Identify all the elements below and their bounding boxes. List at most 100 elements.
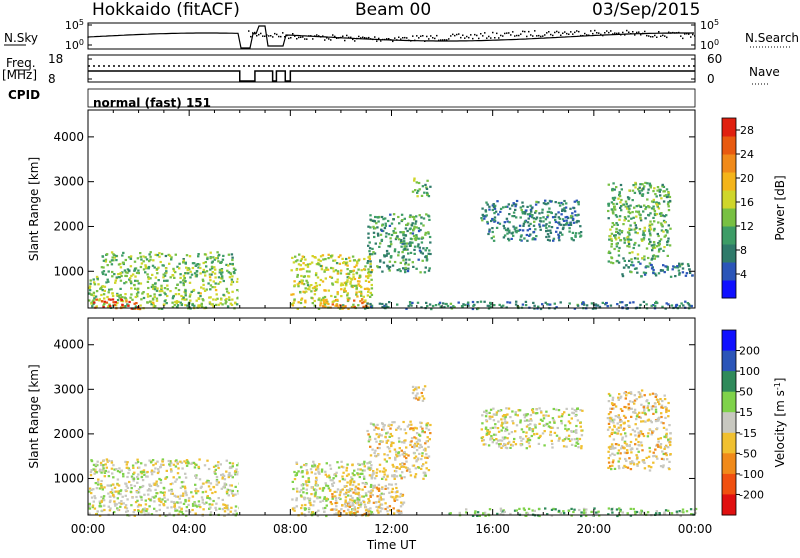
data-cell xyxy=(420,306,423,309)
data-cell xyxy=(116,292,119,295)
data-cell xyxy=(401,503,404,506)
data-cell xyxy=(129,296,132,299)
data-cell xyxy=(154,253,157,256)
data-cell xyxy=(181,494,185,497)
noise-search-point xyxy=(270,35,272,37)
data-cell xyxy=(497,213,500,216)
noise-search-point xyxy=(258,33,260,36)
data-cell xyxy=(406,248,409,251)
data-cell xyxy=(388,301,391,304)
data-cell xyxy=(525,431,528,434)
data-cell xyxy=(657,242,660,245)
data-cell xyxy=(570,430,574,433)
data-cell xyxy=(571,407,574,410)
data-cell xyxy=(557,233,560,236)
data-cell xyxy=(340,295,343,298)
data-cell xyxy=(351,306,354,309)
data-cell xyxy=(332,270,335,273)
data-cell xyxy=(367,288,371,291)
data-cell xyxy=(529,222,532,225)
data-cell xyxy=(630,258,633,261)
data-cell xyxy=(413,225,416,228)
data-cell xyxy=(665,302,668,305)
data-cell xyxy=(336,281,339,284)
data-cell xyxy=(425,453,428,456)
data-cell xyxy=(104,463,107,466)
data-cell xyxy=(557,235,561,238)
data-cell xyxy=(622,257,625,260)
data-cell xyxy=(176,265,179,268)
noise-search-point xyxy=(472,37,474,40)
data-cell xyxy=(613,403,616,406)
data-cell xyxy=(524,514,527,517)
data-cell xyxy=(503,510,506,513)
data-cell xyxy=(172,267,175,270)
data-cell xyxy=(577,213,580,216)
data-cell xyxy=(664,509,668,512)
data-cell xyxy=(506,413,509,416)
data-cell xyxy=(651,255,655,258)
data-cell xyxy=(310,296,313,299)
data-cell xyxy=(508,440,511,443)
region-evening-arc xyxy=(607,181,672,265)
data-cell xyxy=(670,512,674,515)
data-cell xyxy=(531,428,535,431)
data-cell xyxy=(139,265,143,269)
data-cell xyxy=(302,267,305,270)
data-cell xyxy=(359,275,362,278)
data-cell xyxy=(390,243,393,246)
data-cell xyxy=(361,302,364,305)
data-cell xyxy=(165,271,168,274)
data-cell xyxy=(393,474,396,477)
data-cell xyxy=(193,463,197,466)
data-cell xyxy=(102,495,106,498)
data-cell xyxy=(504,420,507,423)
data-cell xyxy=(552,239,555,242)
data-cell xyxy=(226,269,229,272)
data-cell xyxy=(94,295,98,298)
data-cell xyxy=(564,206,568,209)
data-cell xyxy=(615,242,618,245)
data-cell xyxy=(607,450,610,453)
data-cell xyxy=(383,227,387,230)
data-cell xyxy=(575,221,578,224)
data-cell xyxy=(667,205,670,208)
data-cell xyxy=(147,276,150,279)
data-cell xyxy=(419,271,422,274)
data-cell xyxy=(381,302,384,306)
data-cell xyxy=(667,303,670,306)
data-cell xyxy=(413,446,416,449)
data-cell xyxy=(609,407,612,410)
data-cell xyxy=(135,292,139,295)
data-cell xyxy=(610,508,614,511)
noise-search-point xyxy=(354,40,356,42)
data-cell xyxy=(209,511,213,514)
data-cell xyxy=(564,424,567,427)
data-cell xyxy=(409,232,412,235)
data-cell xyxy=(438,301,442,304)
data-cell xyxy=(347,298,350,302)
data-cell xyxy=(665,410,668,414)
noise-search-point xyxy=(260,32,262,35)
noise-search-point xyxy=(562,32,564,34)
data-cell xyxy=(113,256,116,259)
data-cell xyxy=(218,271,221,274)
data-cell xyxy=(498,445,501,448)
data-cell xyxy=(150,470,153,473)
data-cell xyxy=(659,247,662,250)
data-cell xyxy=(324,305,327,309)
noise-search-point xyxy=(556,30,558,33)
data-cell xyxy=(156,471,160,475)
data-cell xyxy=(106,484,109,487)
data-cell xyxy=(492,235,495,238)
data-cell xyxy=(543,430,546,433)
data-cell xyxy=(565,429,569,432)
data-cell xyxy=(485,214,488,217)
data-cell xyxy=(384,478,388,481)
data-cell xyxy=(688,268,691,271)
data-cell xyxy=(423,385,427,388)
data-cell xyxy=(137,282,140,285)
data-cell xyxy=(634,423,637,426)
data-cell xyxy=(333,490,336,493)
data-cell xyxy=(614,446,617,450)
